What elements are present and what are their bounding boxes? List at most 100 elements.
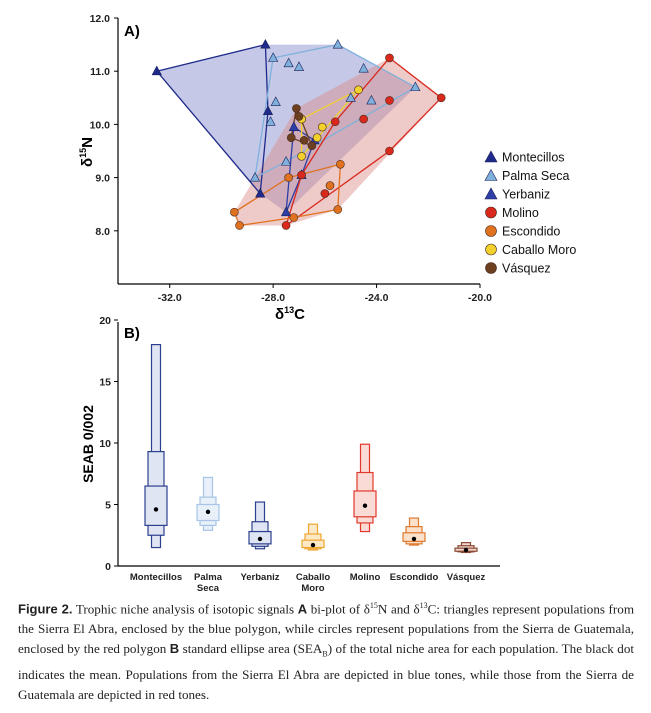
y-tick-label-b: 5 [105,500,111,512]
x-tick-label-a: -32.0 [158,292,182,304]
y-tick-label-b: 10 [99,438,111,450]
legend-marker-triangle [484,168,498,181]
data-point-circle [354,85,363,95]
y-tick-label-b: 15 [99,377,111,389]
caption-lead: Figure 2. [18,601,73,617]
caption-text: bi-plot of δ [307,601,370,617]
caption-text: Trophic niche analysis of isotopic signa… [72,601,298,617]
caption-sub: B [322,649,328,659]
data-point-circle [284,173,293,182]
sierra-el-abra-polygon [156,44,416,213]
scatter-panel-a: 12.011.010.09.08.0 -32.0 -28.0 -24.0 -20.0 … [78,13,576,323]
data-point-triangle [293,61,305,71]
figure-caption: Figure 2. Trophic niche analysis of isot… [18,596,634,705]
figure-charts: 12.011.010.09.08.0 -32.0 -28.0 -24.0 -20.0 … [78,13,576,594]
caption-text: standard ellipse area (SEA [179,641,323,657]
y-tick-label-a: 11.0 [90,66,110,78]
caption-text: C: triangles represent populations from … [18,601,635,657]
data-point-circle [385,96,394,105]
caption-sup: 15 [369,601,378,610]
x-tick-label-a: -28.0 [261,292,285,304]
legend-label: Vásquez [502,262,551,276]
data-point-triangle [410,81,421,92]
legend-label: Yerbaniz [502,188,550,202]
mean-dot [362,503,368,508]
data-point-triangle [265,116,276,126]
y-tick-label-a: 9.0 [95,173,110,185]
data-point-circle [307,141,317,150]
legend: Montecillos Palma Seca Yerbaniz Molino Escon… [484,150,576,276]
x-tick-label-b: Palma Seca [194,572,223,594]
y-axis-title-b: SEAB 0/002 [80,405,96,483]
data-point-circle [359,114,368,124]
data-point-triangle [262,105,274,115]
data-point-circle [292,104,301,113]
data-point-circle [299,136,309,145]
legend-label: Montecillos [502,151,565,165]
data-point-circle [289,213,299,222]
data-point-circle [317,122,327,132]
caption-text: N and δ [377,601,420,617]
y-tick-label-a: 10.0 [90,119,111,131]
data-point-circle [297,170,306,180]
data-point-circle [294,112,304,121]
data-point-triangle [366,94,377,105]
y-tick-label-b: 0 [105,561,111,573]
y-tick-label-a: 12.0 [90,13,111,25]
data-point-triangle [358,62,369,73]
mean-dot [310,542,316,548]
caption-sup: 13 [419,601,428,610]
mean-dot [153,507,159,512]
x-tick-label-b: Escondido [390,572,439,583]
y-tick-label-b: 20 [99,315,111,327]
legend-label: Caballo Moro [502,243,576,257]
panel-a-label: A) [124,23,140,40]
data-point-circle [320,189,330,198]
data-point-circle [385,146,394,156]
caption-bold-a: A [297,601,308,617]
x-tick-label-b: Caballo Moro [296,572,331,594]
data-point-triangle [288,121,299,131]
panel-b-label: B) [124,325,140,342]
y-tick-label-a: 8.0 [95,226,110,238]
data-point-circle [235,221,244,230]
x-tick-label-b: Montecillos [130,572,182,583]
legend-label: Molino [502,206,539,220]
x-axis-title-a: δ13C [275,305,305,323]
x-tick-label-b: Yerbaniz [240,572,279,583]
caption-bold-b: B [169,641,180,657]
mean-dot [257,536,263,542]
data-point-triangle [268,52,279,62]
data-point-circle [286,133,296,142]
data-point-circle [312,133,322,142]
x-tick-label-a: -24.0 [365,292,389,304]
legend-label: Palma Seca [502,169,569,183]
series-outline [254,43,417,179]
y-axis-title-a: δ15N [78,137,96,167]
data-point-circle [281,221,291,230]
legend-marker-triangle [484,187,498,200]
legend-marker-triangle [484,150,498,163]
data-point-triangle [260,38,271,49]
ci95-box [150,344,162,549]
legend-marker-circle [485,206,497,219]
data-point-circle [333,205,343,214]
data-point-circle [297,152,306,161]
x-tick-label-b: Vásquez [447,572,486,583]
data-point-triangle [345,92,356,102]
legend-marker-circle [485,262,497,274]
data-point-triangle [283,57,294,68]
ci50-box [144,485,168,527]
data-point-triangle [270,96,281,106]
data-point-circle [330,117,340,127]
data-point-triangle [255,187,266,198]
data-point-triangle [280,206,292,217]
data-point-triangle [151,65,162,76]
x-tick-label-a: -20.0 [468,292,492,304]
legend-label: Escondido [502,225,560,239]
data-point-triangle [249,171,261,182]
legend-marker-circle [485,243,497,256]
data-point-triangle [332,38,343,49]
caption-text: ) of the total niche area for each popul… [18,641,634,702]
